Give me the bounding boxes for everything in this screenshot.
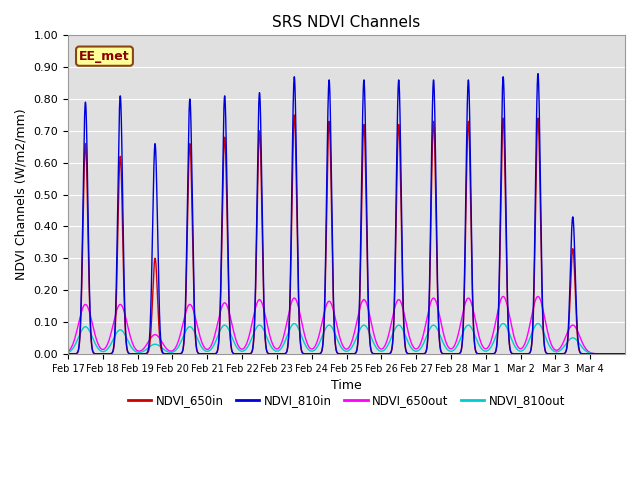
NDVI_650out <box>507 319 515 325</box>
NDVI_810in <box>621 351 629 357</box>
X-axis label: Time: Time <box>331 379 362 392</box>
NDVI_810out <box>266 341 273 347</box>
NDVI_810out <box>418 344 426 349</box>
NDVI_650out <box>266 332 273 338</box>
NDVI_650out <box>418 337 426 343</box>
NDVI_810in <box>418 351 426 357</box>
NDVI_810in <box>534 71 542 76</box>
NDVI_810out <box>64 350 72 356</box>
NDVI_810out <box>477 345 484 351</box>
Title: SRS NDVI Channels: SRS NDVI Channels <box>273 15 420 30</box>
NDVI_650in <box>621 351 629 357</box>
NDVI_810in <box>477 351 484 357</box>
NDVI_810in <box>92 351 100 357</box>
NDVI_810in <box>64 351 72 357</box>
NDVI_650out <box>394 298 401 303</box>
Line: NDVI_650out: NDVI_650out <box>68 297 625 354</box>
NDVI_650in <box>64 351 72 357</box>
NDVI_810out <box>394 323 401 328</box>
Text: EE_met: EE_met <box>79 49 130 63</box>
NDVI_650in <box>477 351 485 357</box>
NDVI_650in <box>92 351 100 357</box>
NDVI_650out <box>477 340 484 346</box>
Y-axis label: NDVI Channels (W/m2/mm): NDVI Channels (W/m2/mm) <box>15 109 28 280</box>
NDVI_810in <box>507 348 515 354</box>
NDVI_810out <box>507 334 515 340</box>
NDVI_810out <box>92 342 100 348</box>
NDVI_810in <box>266 351 273 357</box>
NDVI_650in <box>266 351 273 357</box>
NDVI_650out <box>64 349 72 355</box>
Line: NDVI_810out: NDVI_810out <box>68 324 625 354</box>
Line: NDVI_810in: NDVI_810in <box>68 73 625 354</box>
NDVI_650out <box>92 335 100 341</box>
NDVI_810out <box>621 351 629 357</box>
Legend: NDVI_650in, NDVI_810in, NDVI_650out, NDVI_810out: NDVI_650in, NDVI_810in, NDVI_650out, NDV… <box>123 389 570 411</box>
NDVI_650out <box>499 294 507 300</box>
NDVI_810in <box>394 106 401 111</box>
NDVI_650out <box>621 351 629 357</box>
NDVI_650in <box>418 351 426 357</box>
NDVI_650in <box>394 143 401 148</box>
NDVI_650in <box>507 349 515 355</box>
NDVI_650in <box>291 112 298 118</box>
Line: NDVI_650in: NDVI_650in <box>68 115 625 354</box>
NDVI_810out <box>499 321 507 326</box>
